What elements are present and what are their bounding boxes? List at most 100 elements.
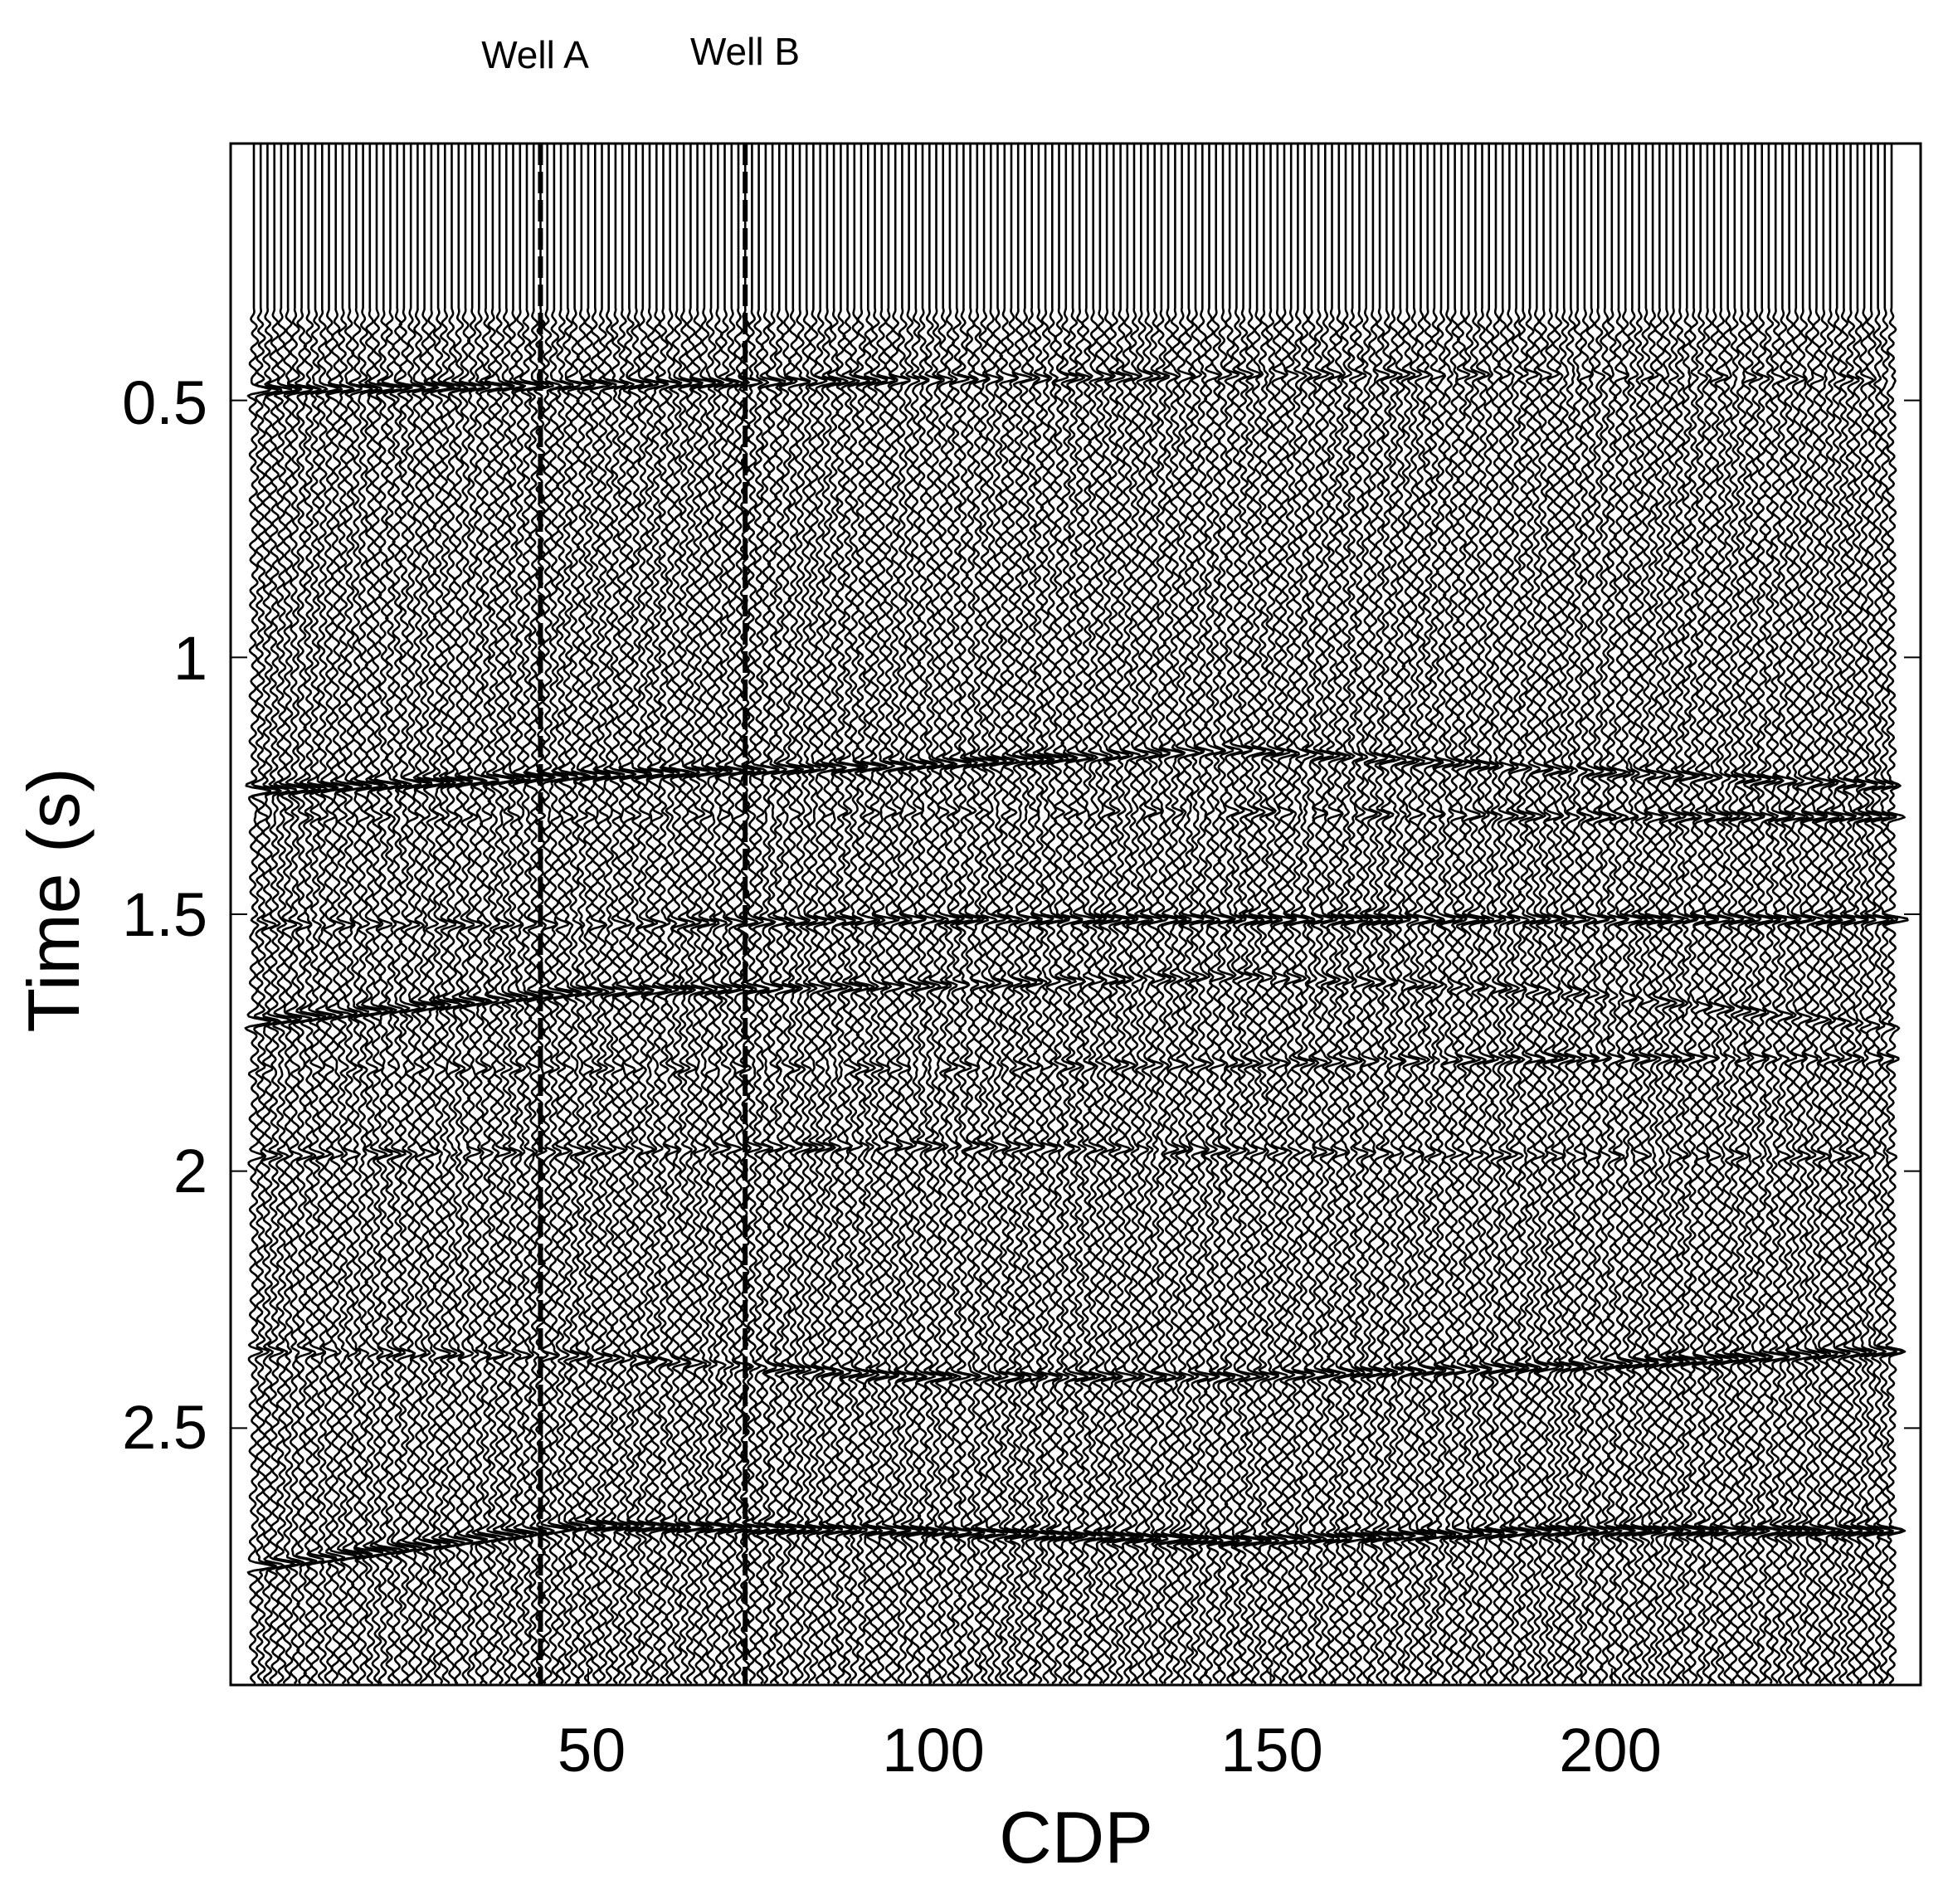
seismic-trace <box>476 144 506 1685</box>
seismic-trace <box>900 144 929 1684</box>
seismic-trace <box>1049 144 1079 1685</box>
seismic-trace <box>1766 144 1796 1684</box>
seismic-trace <box>1412 144 1437 1685</box>
y-tick-label: 1 <box>173 624 207 693</box>
seismic-trace <box>1740 144 1766 1685</box>
seismic-trace <box>928 144 954 1684</box>
seismic-trace <box>1324 144 1348 1685</box>
seismic-trace <box>1452 144 1484 1684</box>
seismic-trace <box>1658 144 1685 1685</box>
seismic-trace <box>962 144 988 1684</box>
seismic-trace <box>334 144 364 1685</box>
seismic-trace <box>1016 144 1045 1685</box>
seismic-trace <box>1277 144 1304 1685</box>
seismic-trace <box>1112 144 1140 1685</box>
seismic-trace <box>1132 144 1159 1685</box>
seismic-trace <box>1337 144 1365 1684</box>
seismic-trace <box>1282 144 1312 1684</box>
seismic-trace <box>565 144 592 1685</box>
seismic-trace <box>1719 144 1748 1684</box>
seismic-trace <box>1036 144 1064 1684</box>
seismic-trace <box>756 144 786 1685</box>
seismic-trace <box>587 144 618 1684</box>
seismic-trace <box>1424 144 1454 1685</box>
seismic-trace <box>785 144 816 1685</box>
seismic-trace <box>1152 144 1184 1685</box>
seismic-trace <box>1194 144 1219 1685</box>
seismic-trace <box>689 144 718 1685</box>
seismic-trace <box>353 144 384 1684</box>
seismic-trace <box>1547 144 1577 1685</box>
seismic-trace <box>471 144 499 1685</box>
y-tick-label: 2 <box>173 1137 207 1205</box>
seismic-trace <box>1289 144 1316 1684</box>
seismic-trace <box>1746 144 1774 1685</box>
seismic-trace <box>660 144 690 1685</box>
seismic-trace <box>442 144 473 1684</box>
seismic-trace <box>1475 144 1502 1684</box>
seismic-trace <box>1079 144 1103 1685</box>
seismic-trace <box>1499 144 1531 1684</box>
seismic-trace <box>1870 144 1897 1685</box>
seismic-trace <box>832 144 862 1685</box>
seismic-trace <box>395 144 425 1684</box>
seismic-trace <box>1419 144 1449 1685</box>
seismic-trace <box>1216 144 1240 1684</box>
seismic-trace <box>1064 144 1091 1685</box>
seismic-trace <box>1779 144 1810 1685</box>
x-tick-label: 150 <box>1220 1716 1322 1785</box>
seismic-trace <box>1179 144 1209 1684</box>
seismic-trace <box>1147 144 1171 1684</box>
seismic-trace <box>1665 144 1692 1685</box>
seismic-trace <box>593 144 624 1684</box>
seismic-trace <box>888 144 916 1684</box>
seismic-trace <box>1092 144 1117 1685</box>
seismic-trace <box>1876 144 1905 1684</box>
seismic-trace <box>430 144 459 1684</box>
seismic-trace <box>1540 144 1571 1685</box>
seismic-trace <box>935 144 960 1685</box>
seismic-trace <box>1202 144 1225 1685</box>
seismic-trace <box>1801 144 1828 1685</box>
seismic-trace <box>969 144 997 1685</box>
seismic-trace <box>1124 144 1154 1684</box>
seismic-trace <box>620 144 649 1684</box>
x-tick-label: 50 <box>558 1716 626 1785</box>
seismic-trace <box>793 144 816 1684</box>
seismic-trace <box>668 144 695 1684</box>
seismic-trace <box>872 144 898 1684</box>
seismic-trace <box>484 144 515 1684</box>
y-tick-label: 2.5 <box>122 1393 207 1462</box>
seismic-trace <box>1351 144 1376 1685</box>
seismic-trace <box>1030 144 1057 1685</box>
seismic-trace <box>627 144 655 1685</box>
seismic-trace <box>1398 144 1429 1685</box>
seismic-trace <box>1172 144 1202 1685</box>
seismic-trace <box>1297 144 1322 1685</box>
seismic-trace <box>381 144 409 1685</box>
seismic-trace <box>285 144 316 1685</box>
seismic-trace <box>817 144 847 1684</box>
seismic-trace <box>1009 144 1038 1684</box>
seismic-trace <box>1671 144 1702 1684</box>
seismic-trace <box>1139 144 1164 1685</box>
seismic-trace <box>1256 144 1280 1684</box>
axis-ticks <box>231 144 1921 1685</box>
seismic-trace <box>996 144 1022 1684</box>
seismic-trace <box>1856 144 1884 1685</box>
seismic-trace <box>676 144 705 1684</box>
seismic-trace <box>1359 144 1383 1684</box>
seismic-trace <box>813 144 836 1685</box>
seismic-trace <box>421 144 452 1684</box>
seismic-trace <box>361 144 392 1685</box>
seismic-trace <box>1590 144 1615 1684</box>
seismic-trace <box>805 144 831 1684</box>
seismic-trace <box>702 144 733 1685</box>
seismic-trace <box>892 144 923 1685</box>
seismic-trace <box>1330 144 1355 1684</box>
seismic-trace <box>368 144 399 1685</box>
seismic-trace <box>1482 144 1506 1685</box>
seismic-trace <box>777 144 806 1685</box>
seismic-trace <box>1486 144 1515 1685</box>
